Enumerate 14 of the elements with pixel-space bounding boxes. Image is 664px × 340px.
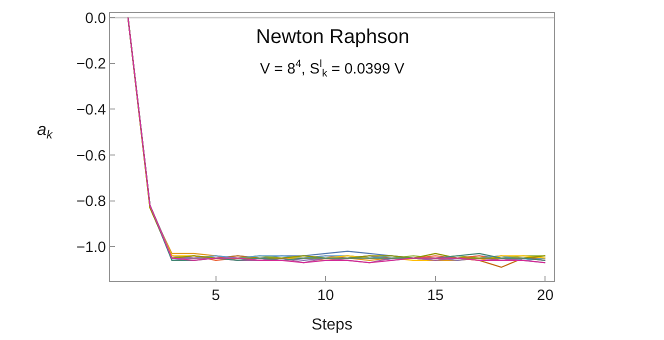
y-tick-label: −0.4 [76, 101, 106, 118]
x-axis-title: Steps [312, 316, 352, 334]
y-tick-label: −1.0 [76, 238, 106, 256]
y-tick-label: −0.8 [76, 193, 106, 210]
x-tick-label: 15 [427, 287, 444, 304]
text: Newton Raphson [256, 26, 410, 48]
x-tick-label: 10 [317, 287, 334, 304]
x-tick-label: 20 [536, 287, 554, 304]
y-tick-label: −0.2 [76, 56, 106, 73]
y-tick-label: 0.0 [85, 10, 106, 27]
y-axis-title: a$_{k}$ [37, 120, 54, 142]
text: V = 8$^{4}$, S$^{l}$$_{k}$ = 0.0399 V [260, 58, 404, 80]
y-tick-label: −0.6 [76, 147, 106, 164]
x-tick-label: 5 [212, 287, 220, 304]
